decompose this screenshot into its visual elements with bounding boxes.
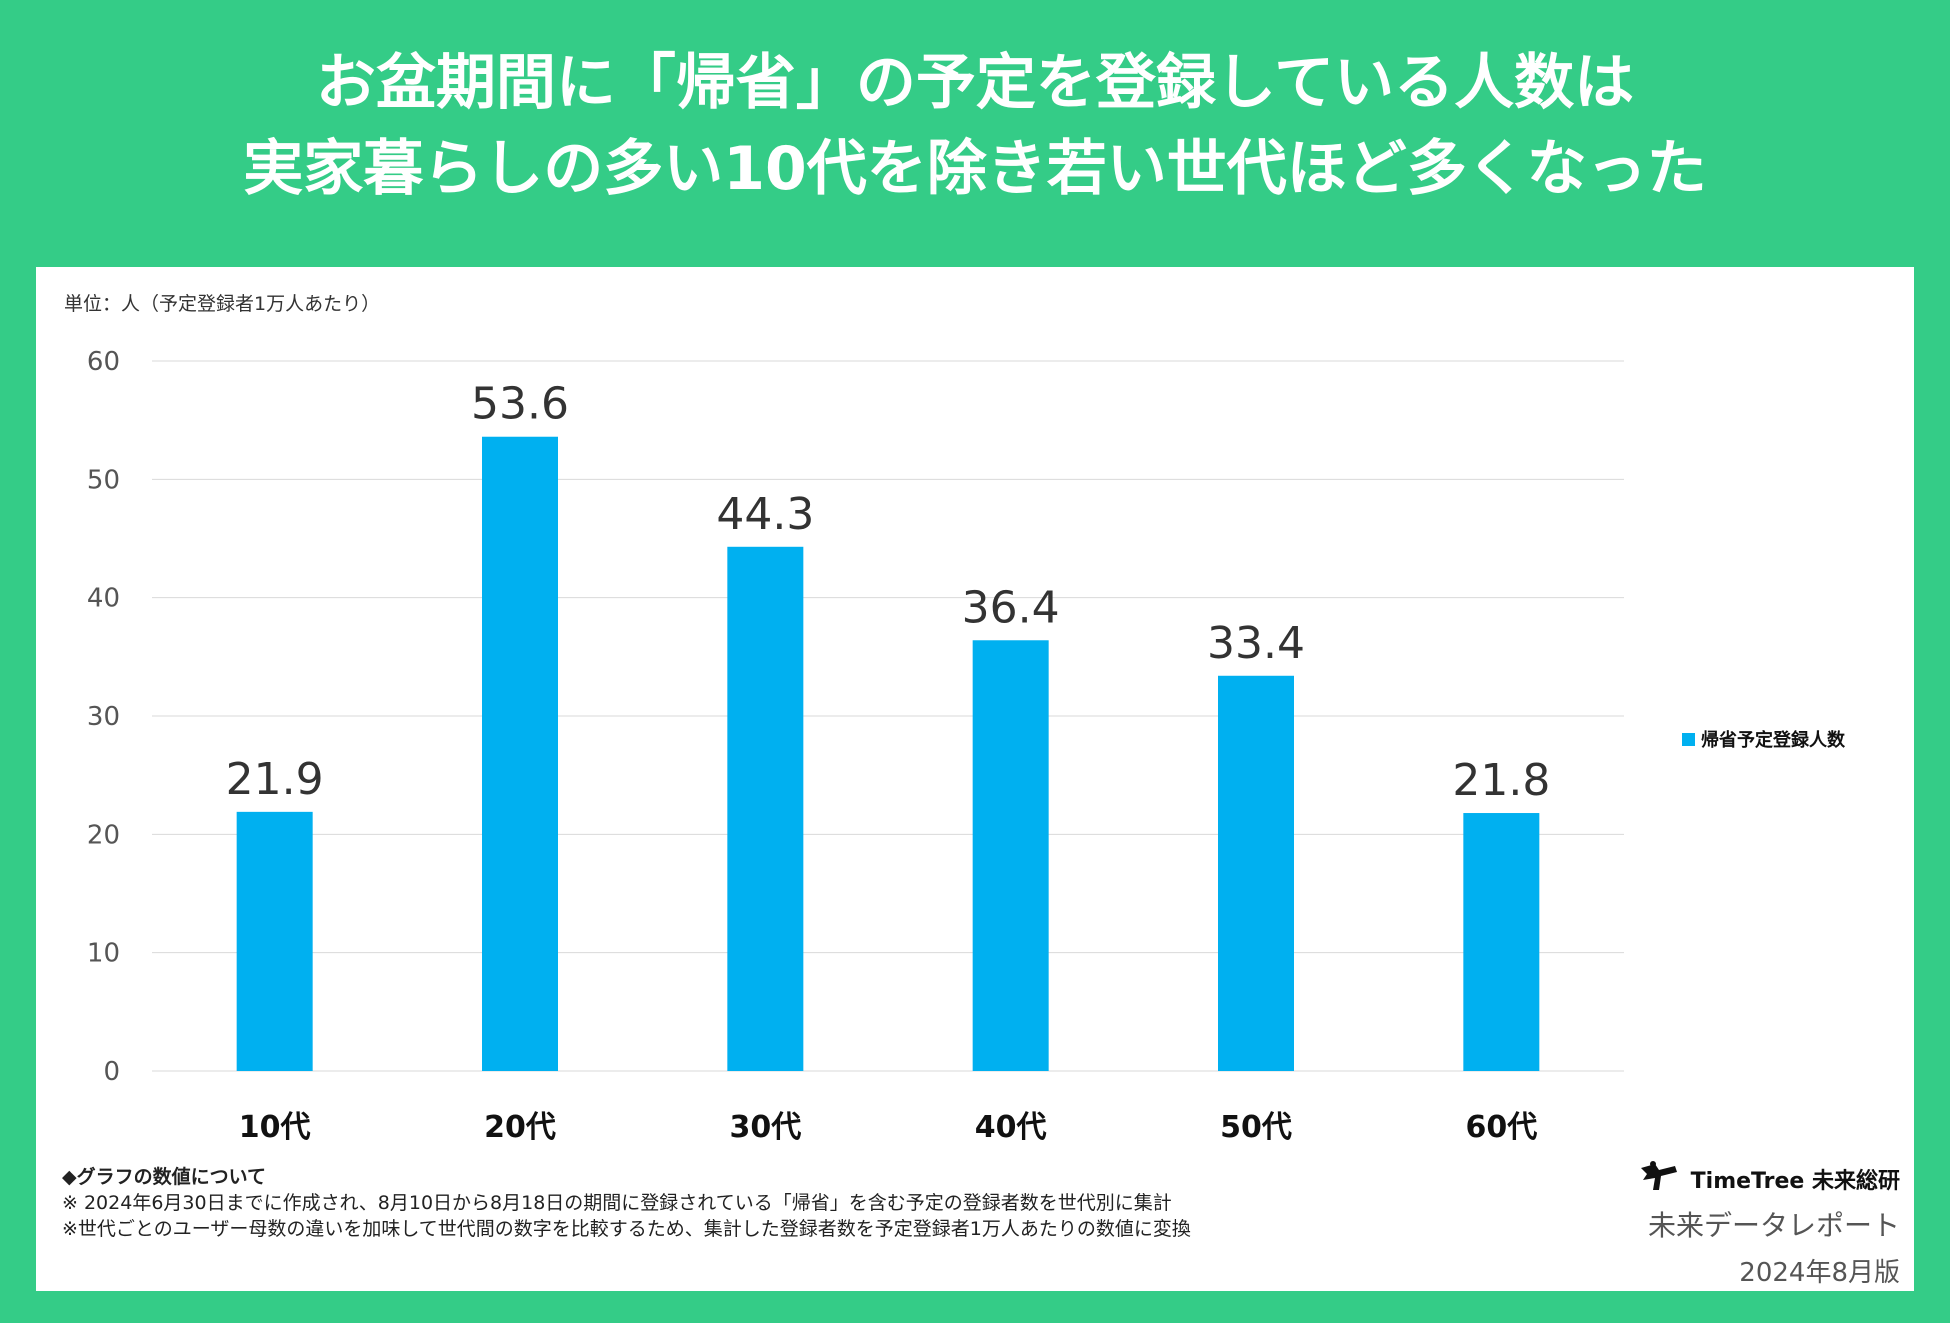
data-label: 36.4 [962,582,1060,633]
brand-edition: 2024年8月版 [1739,1258,1900,1288]
page-title: お盆期間に「帰省」の予定を登録している人数は 実家暮らしの多い10代を除き若い世… [0,40,1950,212]
title-line-1: お盆期間に「帰省」の予定を登録している人数は [315,48,1635,118]
notes-line-2: ※世代ごとのユーザー母数の違いを加味して世代間の数字を比較するため、集計した登録… [62,1218,1191,1240]
legend-label: 帰省予定登録人数 [1701,730,1845,751]
x-tick-label: 40代 [975,1110,1047,1145]
brand-block: TimeTree 未来総研 未来データレポート 2024年8月版 [1635,1160,1900,1289]
y-tick-label: 0 [103,1057,120,1087]
notes-line-1: ※ 2024年6月30日までに作成され、8月10日から8月18日の期間に登録され… [62,1192,1172,1214]
x-tick-label: 10代 [239,1110,311,1145]
unit-label: 単位：人（予定登録者1万人あたり） [64,293,381,315]
notes: ◆グラフの数値について ※ 2024年6月30日までに作成され、8月10日から8… [62,1164,1191,1242]
bar [1218,675,1294,1071]
timetree-logo-icon [1635,1160,1683,1198]
x-tick-label: 30代 [729,1110,801,1145]
y-tick-label: 10 [87,939,120,969]
bar-chart: 0 10 20 30 40 50 60 21.9 10代 53.6 20代 44.3 30代 36.4 40… [87,347,1624,1145]
legend-swatch [1682,732,1695,746]
y-tick-label: 60 [87,347,120,377]
x-tick-label: 20代 [484,1110,556,1145]
chart-panel: 単位：人（予定登録者1万人あたり） 0 10 20 30 40 50 60 21.9 10代 53… [36,267,1914,1291]
bar [972,640,1049,1071]
legend: 帰省予定登録人数 [1682,726,1845,752]
bar [482,436,558,1071]
brand-subtitle: 未来データレポート [1647,1209,1900,1242]
y-tick-label: 40 [87,584,120,614]
title-line-2: 実家暮らしの多い10代を除き若い世代ほど多くなった [243,134,1707,204]
bar [1463,813,1540,1071]
y-tick-label: 50 [87,465,120,495]
data-label: 33.4 [1207,618,1305,669]
data-label: 21.9 [226,754,324,805]
y-tick-label: 30 [87,702,120,732]
data-label: 44.3 [716,489,814,540]
bar [727,546,804,1071]
y-tick-label: 20 [87,820,120,850]
data-label: 21.8 [1452,755,1550,806]
bar [236,811,313,1071]
x-tick-label: 60代 [1465,1110,1537,1145]
notes-heading: ◆グラフの数値について [62,1166,267,1188]
data-label: 53.6 [471,379,569,430]
x-tick-label: 50代 [1220,1110,1292,1145]
brand-name: TimeTree 未来総研 [1690,1169,1900,1194]
